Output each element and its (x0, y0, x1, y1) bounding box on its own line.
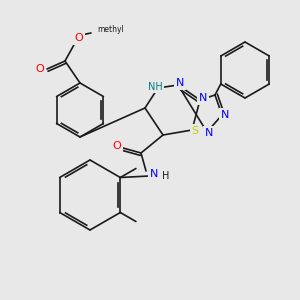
Text: S: S (191, 126, 199, 136)
Text: N: N (221, 110, 229, 120)
Text: NH: NH (148, 82, 162, 92)
Text: N: N (205, 128, 213, 138)
Text: N: N (150, 169, 158, 179)
Text: N: N (199, 93, 207, 103)
Text: O: O (36, 64, 44, 74)
Text: N: N (176, 78, 184, 88)
Text: O: O (75, 33, 83, 43)
Text: H: H (162, 171, 169, 181)
Text: methyl: methyl (97, 26, 124, 34)
Text: O: O (112, 141, 122, 151)
